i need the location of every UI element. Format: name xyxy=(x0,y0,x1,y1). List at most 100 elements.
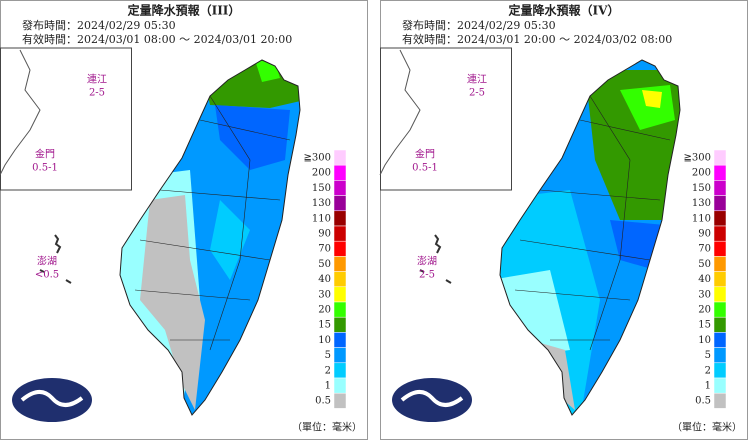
legend-swatch xyxy=(333,149,347,166)
legend-label: 1 xyxy=(325,381,331,392)
legend-label: 130 xyxy=(312,198,331,209)
legend-label: 0.5 xyxy=(315,396,331,407)
legend-swatch xyxy=(713,210,727,227)
legend-swatch xyxy=(713,256,727,272)
legend-swatch xyxy=(333,377,347,394)
legend-swatch xyxy=(713,240,727,257)
legend-label: 30 xyxy=(318,289,331,300)
legend-swatch xyxy=(333,256,347,272)
islands xyxy=(39,234,72,284)
coastline xyxy=(0,49,41,176)
legend-label: 50 xyxy=(698,259,711,270)
legend-label: 5 xyxy=(705,350,711,361)
legend-swatch xyxy=(713,301,727,318)
coastline xyxy=(379,49,421,176)
legend-label: 90 xyxy=(318,229,331,240)
legend-swatch xyxy=(713,225,727,242)
logo-swirl xyxy=(20,390,84,407)
inset-frame xyxy=(0,47,132,191)
legend-swatch xyxy=(333,225,347,242)
county-lines xyxy=(134,95,291,351)
island-name: 連江 xyxy=(87,73,107,86)
rain-area xyxy=(140,195,205,410)
islands xyxy=(419,234,452,284)
legend-label: 200 xyxy=(692,168,711,179)
legend-swatch xyxy=(333,164,347,181)
legend-swatch xyxy=(713,377,727,394)
legend-swatch xyxy=(713,149,727,166)
legend-swatch xyxy=(713,195,727,212)
legend-label: 130 xyxy=(692,198,711,209)
legend-label: 30 xyxy=(698,289,711,300)
island-range: 0.5-1 xyxy=(32,163,58,174)
legend-label: 2 xyxy=(325,365,331,376)
island-name: 澎湖 xyxy=(37,256,57,268)
legend-label: 70 xyxy=(318,244,331,255)
island-range: 0.5-1 xyxy=(412,163,438,174)
taiwan-outline xyxy=(119,59,301,416)
legend-label: 10 xyxy=(698,335,711,346)
legend-label: 200 xyxy=(312,168,331,179)
unit-label: （單位：毫米） xyxy=(672,421,742,434)
legend-label: 10 xyxy=(318,335,331,346)
legend-label: ≧300 xyxy=(304,153,331,164)
legend-swatch xyxy=(333,240,347,257)
legend-label: 150 xyxy=(312,183,331,194)
issue-time: 發布時間：2024/02/29 05:30 xyxy=(402,18,556,32)
legend-swatch xyxy=(713,362,727,379)
legend-label: 40 xyxy=(318,274,331,285)
legend-label: 5 xyxy=(325,350,331,361)
legend-label: 70 xyxy=(698,244,711,255)
legend-swatch xyxy=(333,286,347,303)
legend-swatch xyxy=(333,362,347,379)
island-name: 金門 xyxy=(415,148,435,161)
island-range: 2-5 xyxy=(419,270,435,281)
island-range: 2-5 xyxy=(89,88,105,99)
legend-swatch xyxy=(713,332,727,348)
legend-label: ≧300 xyxy=(684,153,711,164)
rain-area xyxy=(210,200,250,280)
map-panel: 定量降水預報（III）發布時間：2024/02/29 05:30有效時間：202… xyxy=(0,0,368,440)
legend-swatch xyxy=(713,347,727,364)
legend-label: 15 xyxy=(698,320,711,331)
legend-swatch xyxy=(333,180,347,196)
legend-label: 20 xyxy=(318,305,331,316)
legend-label: 0.5 xyxy=(695,396,711,407)
legend-label: 110 xyxy=(312,213,331,224)
legend-swatch xyxy=(713,164,727,181)
legend-swatch xyxy=(333,195,347,212)
issue-time: 發布時間：2024/02/29 05:30 xyxy=(22,18,176,32)
rain-area xyxy=(215,105,290,170)
legend-label: 20 xyxy=(698,305,711,316)
valid-time: 有效時間：2024/03/01 20:00 ～ 2024/03/02 08:00 xyxy=(402,32,672,46)
legend-swatch xyxy=(333,347,347,364)
legend-swatch xyxy=(713,316,727,333)
legend-swatch xyxy=(713,392,727,409)
logo-swirl xyxy=(400,390,464,407)
legend-label: 40 xyxy=(698,274,711,285)
legend-swatch xyxy=(333,301,347,318)
legend-swatch xyxy=(333,316,347,333)
legend-label: 1 xyxy=(705,381,711,392)
legend-swatch xyxy=(713,271,727,288)
legend-label: 150 xyxy=(692,183,711,194)
panel-title: 定量降水預報（IV） xyxy=(509,3,620,18)
island-name: 金門 xyxy=(35,148,55,161)
panel-title: 定量降水預報（III） xyxy=(128,3,241,18)
taiwan-outline xyxy=(499,59,681,416)
legend-label: 2 xyxy=(705,365,711,376)
legend-label: 90 xyxy=(698,229,711,240)
legend-swatch xyxy=(713,286,727,303)
valid-time: 有效時間：2024/03/01 08:00 ～ 2024/03/01 20:00 xyxy=(22,32,292,46)
inset-frame xyxy=(380,47,512,191)
island-name: 澎湖 xyxy=(417,256,437,268)
map-panel: 定量降水預報（IV）發布時間：2024/02/29 05:30有效時間：2024… xyxy=(379,0,748,440)
legend-swatch xyxy=(333,271,347,288)
county-lines xyxy=(514,95,671,351)
legend-swatch xyxy=(333,210,347,227)
legend-label: 110 xyxy=(692,213,711,224)
legend-swatch xyxy=(713,180,727,196)
legend-label: 50 xyxy=(318,259,331,270)
island-name: 連江 xyxy=(467,73,487,86)
